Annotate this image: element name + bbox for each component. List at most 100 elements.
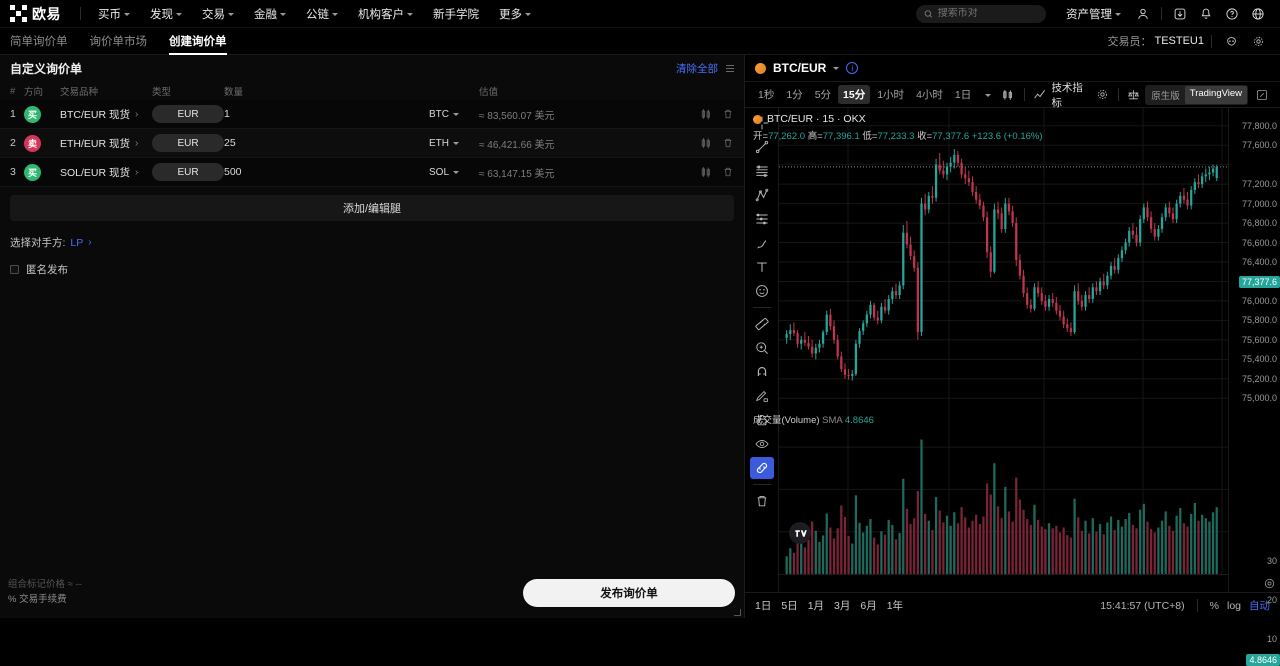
chevron-down-icon[interactable] bbox=[833, 67, 840, 70]
brand-logo[interactable]: 欧易 bbox=[10, 4, 61, 24]
row-type[interactable]: EUR bbox=[152, 105, 224, 123]
text-icon[interactable] bbox=[750, 256, 774, 278]
nav-item-institutional[interactable]: 机构客户 bbox=[350, 2, 421, 26]
nav-item-public-chain[interactable]: 公链 bbox=[298, 2, 346, 26]
tab-simple-rfq[interactable]: 简单询价单 bbox=[10, 28, 68, 55]
tradingview-logo-icon[interactable] bbox=[789, 522, 811, 544]
nav-item-finance[interactable]: 金融 bbox=[246, 2, 294, 26]
help-button[interactable] bbox=[1220, 3, 1244, 25]
row-type[interactable]: EUR bbox=[152, 134, 224, 152]
nav-item-discover[interactable]: 发现 bbox=[142, 2, 190, 26]
publish-rfq-button[interactable]: 发布询价单 bbox=[523, 579, 735, 607]
delete-row-icon[interactable] bbox=[722, 108, 734, 120]
alien-button[interactable] bbox=[1219, 30, 1243, 52]
language-button[interactable] bbox=[1246, 3, 1270, 25]
fib-pitchfork-icon[interactable] bbox=[750, 184, 774, 206]
scale-percent-button[interactable]: % bbox=[1209, 599, 1219, 612]
chart-type-button[interactable] bbox=[999, 86, 1018, 104]
row-currency-selector[interactable]: BTC bbox=[429, 109, 479, 120]
download-app-button[interactable] bbox=[1168, 3, 1192, 25]
row-direction[interactable]: 买 bbox=[24, 163, 60, 181]
candles-icon[interactable] bbox=[700, 108, 712, 120]
delete-row-icon[interactable] bbox=[722, 166, 734, 178]
tab-create-rfq[interactable]: 创建询价单 bbox=[169, 28, 227, 55]
range-5d[interactable]: 5日 bbox=[781, 600, 798, 612]
range-3m[interactable]: 3月 bbox=[834, 600, 851, 612]
tab-rfq-market[interactable]: 询价单市场 bbox=[90, 28, 148, 55]
table-row[interactable]: 2 卖 ETH/EUR 现货 › EUR 25 ETH ≈ 46,421.66 美… bbox=[0, 129, 744, 158]
range-1d[interactable]: 1日 bbox=[755, 600, 772, 612]
more-timeframes-button[interactable] bbox=[978, 86, 997, 104]
timeframe-1h[interactable]: 1小时 bbox=[877, 89, 905, 101]
row-direction[interactable]: 买 bbox=[24, 105, 60, 123]
timeframe-1s[interactable]: 1秒 bbox=[758, 89, 775, 101]
price-axis[interactable]: 77,800.077,600.077,400.077,200.077,000.0… bbox=[1228, 108, 1280, 666]
anonymous-checkbox[interactable] bbox=[10, 265, 19, 274]
nav-item-trade[interactable]: 交易 bbox=[194, 2, 242, 26]
row-quantity-input[interactable]: 25 bbox=[224, 137, 236, 149]
delete-row-icon[interactable] bbox=[722, 137, 734, 149]
magnet-icon[interactable] bbox=[750, 361, 774, 383]
pencil-lock-icon[interactable] bbox=[750, 385, 774, 407]
fullscreen-button[interactable] bbox=[1252, 86, 1272, 104]
row-symbol-selector[interactable]: SOL/EUR 现货 › bbox=[60, 165, 152, 180]
view-mode-native[interactable]: 原生版 bbox=[1151, 90, 1180, 102]
brush-icon[interactable] bbox=[750, 232, 774, 254]
reset-chart-button[interactable] bbox=[1263, 577, 1276, 590]
ruler-icon[interactable] bbox=[750, 313, 774, 335]
candles-icon[interactable] bbox=[700, 166, 712, 178]
emoji-icon[interactable] bbox=[750, 280, 774, 302]
timeframe-15m[interactable]: 15分 bbox=[838, 85, 871, 104]
settings-button[interactable] bbox=[1246, 30, 1270, 52]
lock-icon[interactable] bbox=[750, 409, 774, 431]
table-row[interactable]: 1 买 BTC/EUR 现货 › EUR 1 BTC ≈ 83,560.07 美元 bbox=[0, 100, 744, 129]
search-box[interactable] bbox=[916, 4, 1046, 23]
row-symbol-selector[interactable]: ETH/EUR 现货 › bbox=[60, 136, 152, 151]
trash-icon[interactable] bbox=[750, 490, 774, 512]
info-icon[interactable]: i bbox=[846, 62, 859, 74]
indicator-icon[interactable] bbox=[1031, 86, 1050, 104]
timeframe-1m[interactable]: 1分 bbox=[786, 89, 803, 101]
fib-retracement-icon[interactable] bbox=[750, 208, 774, 230]
user-account-button[interactable] bbox=[1131, 3, 1155, 25]
indicators-button[interactable]: 技术指标 bbox=[1051, 81, 1083, 109]
row-symbol-selector[interactable]: BTC/EUR 现货 › bbox=[60, 107, 152, 122]
resize-handle[interactable] bbox=[734, 609, 741, 616]
trendline-icon[interactable] bbox=[750, 136, 774, 158]
row-direction[interactable]: 卖 bbox=[24, 134, 60, 152]
add-edit-leg-button[interactable]: 添加/编辑腿 bbox=[10, 195, 734, 221]
row-currency-selector[interactable]: ETH bbox=[429, 138, 479, 149]
zoom-icon[interactable] bbox=[750, 337, 774, 359]
link-icon[interactable] bbox=[749, 457, 774, 479]
time-axis[interactable] bbox=[779, 574, 1228, 592]
asset-management-menu[interactable]: 资产管理 bbox=[1058, 2, 1129, 26]
row-quantity-input[interactable]: 500 bbox=[224, 166, 242, 178]
scale-auto-button[interactable]: 自动 bbox=[1249, 600, 1270, 612]
timeframe-4h[interactable]: 4小时 bbox=[916, 89, 943, 101]
notifications-button[interactable] bbox=[1194, 3, 1218, 25]
drag-handle-icon[interactable] bbox=[726, 65, 734, 72]
chart-plot[interactable] bbox=[779, 108, 1228, 592]
search-input[interactable] bbox=[937, 8, 1038, 19]
chart-canvas-area[interactable]: BTC/EUR · 15 · OKX 开=77,262.0 高=77,396.1… bbox=[745, 108, 1280, 666]
row-currency-selector[interactable]: SOL bbox=[429, 167, 479, 178]
view-mode-tradingview[interactable]: TradingView bbox=[1184, 85, 1248, 104]
horizontal-lines-icon[interactable] bbox=[750, 160, 774, 182]
nav-item-more[interactable]: 更多 bbox=[491, 2, 539, 26]
counterparty-selector[interactable]: LP bbox=[70, 236, 84, 249]
nav-item-buy-crypto[interactable]: 买币 bbox=[90, 2, 138, 26]
nav-item-academy[interactable]: 新手学院 bbox=[425, 2, 487, 26]
clear-all-button[interactable]: 清除全部 bbox=[676, 63, 718, 75]
row-quantity-input[interactable]: 1 bbox=[224, 108, 230, 120]
range-6m[interactable]: 6月 bbox=[860, 600, 877, 612]
row-type[interactable]: EUR bbox=[152, 163, 224, 181]
layout-button[interactable] bbox=[1124, 86, 1143, 104]
chart-settings-button[interactable] bbox=[1093, 86, 1112, 104]
scale-log-button[interactable]: log bbox=[1226, 599, 1241, 612]
table-row[interactable]: 3 买 SOL/EUR 现货 › EUR 500 SOL ≈ 63,147.15 … bbox=[0, 158, 744, 187]
range-1y[interactable]: 1年 bbox=[886, 600, 904, 612]
range-1m[interactable]: 1月 bbox=[807, 600, 825, 612]
timeframe-1d[interactable]: 1日 bbox=[954, 89, 972, 101]
timeframe-5m[interactable]: 5分 bbox=[814, 89, 832, 101]
eye-icon[interactable] bbox=[750, 433, 774, 455]
